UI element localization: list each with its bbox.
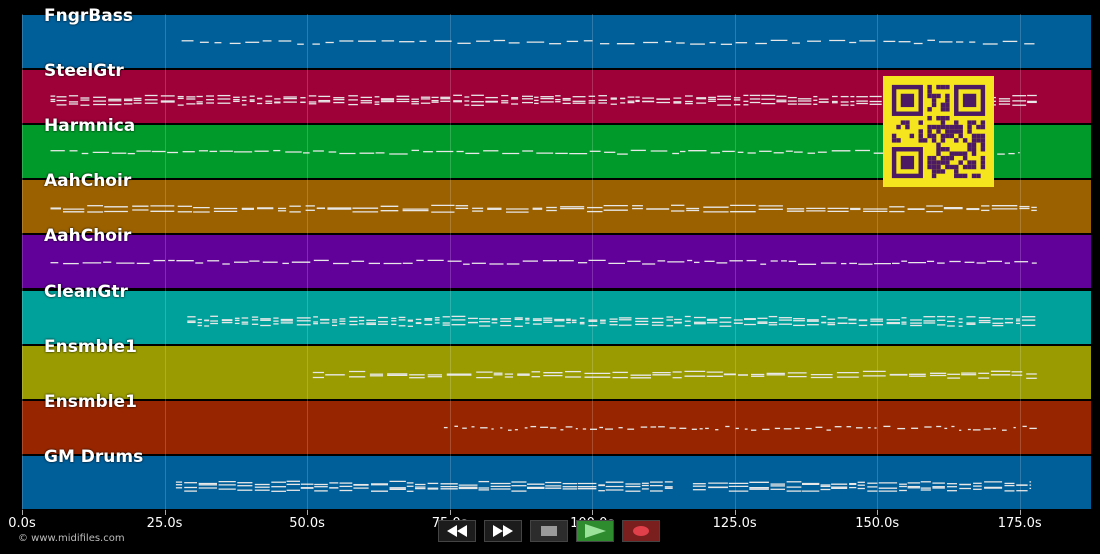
track-name: SteelGtr: [44, 61, 124, 82]
tick-label: 50.0s: [289, 516, 325, 531]
tick-mark: [1019, 510, 1021, 515]
transport-controls: [438, 520, 660, 544]
play-button[interactable]: [576, 520, 614, 542]
tick-label: 175.0s: [997, 516, 1042, 531]
track-name: CleanGtr: [44, 281, 128, 302]
note-lane: [175, 480, 1032, 492]
track-row[interactable]: CleanGtr: [22, 282, 1091, 345]
fast-forward-button[interactable]: [484, 520, 522, 542]
track-name: AahChoir: [44, 226, 132, 247]
track-name: Ensmble1: [44, 391, 137, 412]
track-row[interactable]: AahChoir: [22, 171, 1091, 235]
tick-label: 125.0s: [712, 516, 757, 531]
tick-mark: [449, 510, 451, 515]
stop-icon: [541, 526, 557, 536]
track-row[interactable]: GM Drums: [22, 447, 1091, 510]
copyright-text: © www.midifiles.com: [18, 533, 125, 544]
tick-mark: [734, 510, 736, 515]
note-lane: [50, 204, 1037, 214]
tick-mark: [22, 510, 23, 515]
note-lane: [50, 260, 1037, 266]
fast-forward-icon: [493, 525, 513, 537]
stop-button[interactable]: [530, 520, 568, 542]
rewind-button[interactable]: [438, 520, 476, 542]
tick-label: 25.0s: [146, 516, 183, 531]
track-name: FngrBass: [44, 6, 133, 26]
track-row[interactable]: Ensmble1: [22, 337, 1091, 400]
tick-mark: [164, 510, 166, 515]
note-lane: [312, 370, 1037, 379]
tick-mark: [307, 510, 309, 515]
track-row[interactable]: AahChoir: [22, 226, 1091, 290]
tick-mark: [877, 510, 879, 515]
rewind-icon: [447, 525, 467, 537]
track-row[interactable]: FngrBass: [22, 6, 1091, 70]
note-lane: [181, 39, 1035, 45]
note-lane: [443, 425, 1037, 431]
play-icon: [585, 524, 606, 538]
track-list: FngrBass SteelGtr Harmnica AahChoir AahChoir…: [22, 6, 1091, 510]
qr-code[interactable]: [883, 76, 994, 187]
qr-pattern: [891, 84, 986, 179]
track-row[interactable]: Ensmble1: [22, 392, 1091, 455]
track-name: Harmnica: [44, 116, 136, 137]
tick-mark: [592, 510, 594, 515]
record-button[interactable]: [622, 520, 660, 542]
track-name: GM Drums: [44, 446, 144, 467]
record-icon: [633, 526, 649, 536]
note-lane: [187, 315, 1036, 327]
tick-label: 0.0s: [8, 516, 36, 531]
note-lane: [50, 94, 1037, 107]
track-name: Ensmble1: [44, 336, 137, 357]
track-name: AahChoir: [44, 171, 132, 192]
tick-label: 150.0s: [855, 516, 900, 531]
